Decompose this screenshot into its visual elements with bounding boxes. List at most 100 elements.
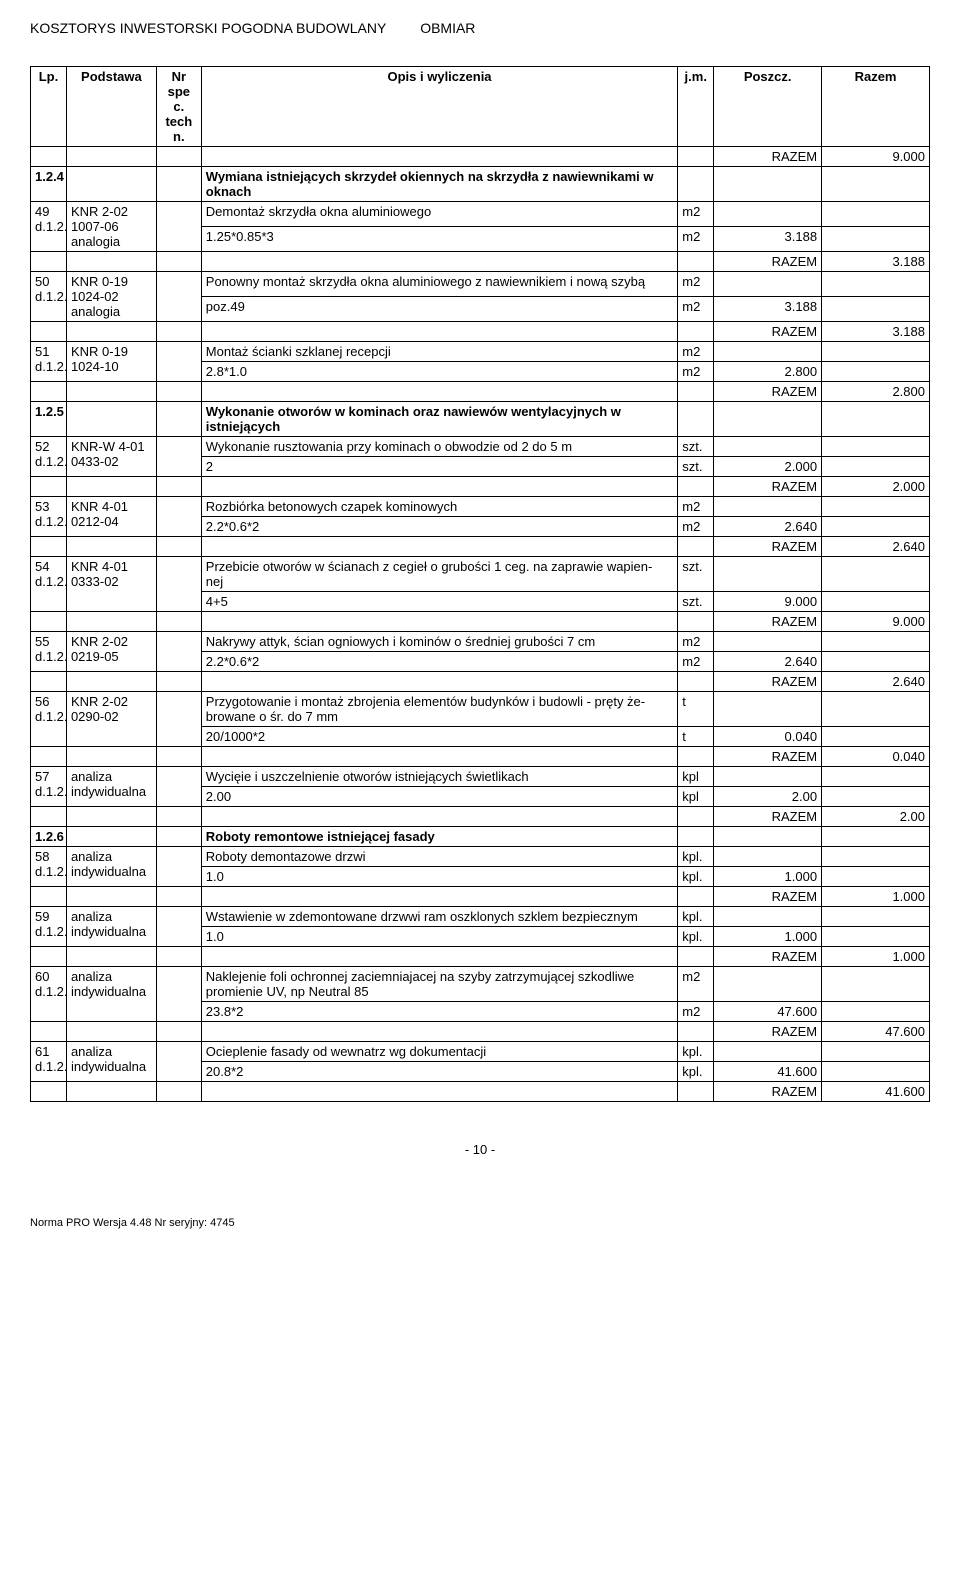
opis-cell: 1.0 xyxy=(201,867,677,887)
jm-cell: t xyxy=(678,692,714,727)
opis-cell: poz.49 xyxy=(201,297,677,322)
poszcz-cell: 0.040 xyxy=(714,727,822,747)
razem-value: 1.000 xyxy=(822,887,930,907)
razem-value: 41.600 xyxy=(822,1082,930,1102)
jm-cell: kpl. xyxy=(678,1062,714,1082)
opis-cell: Wykonanie rusztowania przy kominach o ob… xyxy=(201,437,677,457)
table-row: RAZEM9.000 xyxy=(31,612,930,632)
table-row: RAZEM3.188 xyxy=(31,322,930,342)
lp-cell: 49 d.1.2.4 xyxy=(31,202,67,252)
col-spec: Nr spe c. tech n. xyxy=(156,67,201,147)
podstawa-cell: analiza indywidualna xyxy=(66,907,156,947)
poszcz-cell xyxy=(714,1042,822,1062)
opis-cell: Montaż ścianki szklanej recepcji xyxy=(201,342,677,362)
poszcz-cell xyxy=(714,967,822,1002)
poszcz-cell: 2.640 xyxy=(714,517,822,537)
razem-value: 2.800 xyxy=(822,382,930,402)
table-row: 61 d.1.2.6analiza indywidualnaOcieplenie… xyxy=(31,1042,930,1062)
jm-cell: szt. xyxy=(678,557,714,592)
lp-cell: 58 d.1.2.6 xyxy=(31,847,67,887)
jm-cell: szt. xyxy=(678,437,714,457)
opis-cell: Przygotowanie i montaż zbrojenia element… xyxy=(201,692,677,727)
jm-cell: szt. xyxy=(678,592,714,612)
lp-cell: 53 d.1.2.5 xyxy=(31,497,67,537)
poszcz-cell xyxy=(714,437,822,457)
table-row: RAZEM1.000 xyxy=(31,947,930,967)
poszcz-cell xyxy=(714,202,822,227)
podstawa-cell: KNR-W 4-01 0433-02 xyxy=(66,437,156,477)
poszcz-cell: 1.000 xyxy=(714,867,822,887)
poszcz-cell xyxy=(714,692,822,727)
razem-value: 9.000 xyxy=(822,147,930,167)
jm-cell: kpl. xyxy=(678,927,714,947)
razem-label: RAZEM xyxy=(714,147,822,167)
razem-label: RAZEM xyxy=(714,322,822,342)
opis-cell: 2 xyxy=(201,457,677,477)
jm-cell: m2 xyxy=(678,517,714,537)
poszcz-cell: 3.188 xyxy=(714,297,822,322)
opis-cell: Ponowny montaż skrzydła okna aluminioweg… xyxy=(201,272,677,297)
poszcz-cell xyxy=(714,632,822,652)
jm-cell: m2 xyxy=(678,202,714,227)
jm-cell: m2 xyxy=(678,272,714,297)
podstawa-cell: analiza indywidualna xyxy=(66,1042,156,1082)
poszcz-cell: 1.000 xyxy=(714,927,822,947)
table-row: 53 d.1.2.5KNR 4-01 0212-04Rozbiórka beto… xyxy=(31,497,930,517)
podstawa-cell: KNR 2-02 0219-05 xyxy=(66,632,156,672)
table-row: 1.2.6Roboty remontowe istniejącej fasady xyxy=(31,827,930,847)
poszcz-cell xyxy=(714,557,822,592)
table-row: 1.2.4Wymiana istniejących skrzydeł okien… xyxy=(31,167,930,202)
poszcz-cell xyxy=(714,272,822,297)
razem-label: RAZEM xyxy=(714,1082,822,1102)
razem-value: 9.000 xyxy=(822,612,930,632)
opis-cell: 4+5 xyxy=(201,592,677,612)
section-id: 1.2.6 xyxy=(31,827,67,847)
poszcz-cell: 9.000 xyxy=(714,592,822,612)
lp-cell: 50 d.1.2.4 xyxy=(31,272,67,322)
footer-note: Norma PRO Wersja 4.48 Nr seryjny: 4745 xyxy=(30,1217,930,1229)
col-podstawa: Podstawa xyxy=(66,67,156,147)
opis-cell: Nakrywy attyk, ścian ogniowych i kominów… xyxy=(201,632,677,652)
poszcz-cell xyxy=(714,767,822,787)
podstawa-cell: KNR 0-19 1024-10 xyxy=(66,342,156,382)
table-row: 55 d.1.2.5KNR 2-02 0219-05Nakrywy attyk,… xyxy=(31,632,930,652)
razem-label: RAZEM xyxy=(714,672,822,692)
poszcz-cell: 2.000 xyxy=(714,457,822,477)
table-row: 54 d.1.2.5KNR 4-01 0333-02Przebicie otwo… xyxy=(31,557,930,592)
razem-value: 47.600 xyxy=(822,1022,930,1042)
table-row: RAZEM2.800 xyxy=(31,382,930,402)
poszcz-cell: 41.600 xyxy=(714,1062,822,1082)
podstawa-cell: analiza indywidualna xyxy=(66,967,156,1022)
jm-cell: kpl xyxy=(678,767,714,787)
razem-value: 3.188 xyxy=(822,252,930,272)
table-row: RAZEM2.000 xyxy=(31,477,930,497)
col-poszcz: Poszcz. xyxy=(714,67,822,147)
razem-value: 2.000 xyxy=(822,477,930,497)
podstawa-cell: KNR 2-02 0290-02 xyxy=(66,692,156,747)
razem-label: RAZEM xyxy=(714,537,822,557)
poszcz-cell: 2.640 xyxy=(714,652,822,672)
razem-value: 2.640 xyxy=(822,672,930,692)
poszcz-cell: 2.00 xyxy=(714,787,822,807)
table-row: RAZEM3.188 xyxy=(31,252,930,272)
jm-cell: m2 xyxy=(678,1002,714,1022)
opis-cell: Naklejenie foli ochronnej zaciemniajacej… xyxy=(201,967,677,1002)
table-row: 59 d.1.2.6analiza indywidualnaWstawienie… xyxy=(31,907,930,927)
table-row: 51 d.1.2.4KNR 0-19 1024-10Montaż ścianki… xyxy=(31,342,930,362)
table-row: RAZEM2.640 xyxy=(31,537,930,557)
jm-cell: szt. xyxy=(678,457,714,477)
jm-cell: m2 xyxy=(678,362,714,382)
table-header-row: Lp. Podstawa Nr spe c. tech n. Opis i wy… xyxy=(31,67,930,147)
table-row: 58 d.1.2.6analiza indywidualnaRoboty dem… xyxy=(31,847,930,867)
table-row: 57 d.1.2.5analiza indywidualnaWycięie i … xyxy=(31,767,930,787)
opis-cell: 23.8*2 xyxy=(201,1002,677,1022)
podstawa-cell: analiza indywidualna xyxy=(66,767,156,807)
opis-cell: 20/1000*2 xyxy=(201,727,677,747)
razem-label: RAZEM xyxy=(714,947,822,967)
jm-cell: kpl. xyxy=(678,847,714,867)
jm-cell: m2 xyxy=(678,497,714,517)
opis-cell: Wycięie i uszczelnienie otworów istnieją… xyxy=(201,767,677,787)
table-row: 49 d.1.2.4KNR 2-02 1007-06 analogiaDemon… xyxy=(31,202,930,227)
jm-cell: kpl. xyxy=(678,867,714,887)
opis-cell: 20.8*2 xyxy=(201,1062,677,1082)
